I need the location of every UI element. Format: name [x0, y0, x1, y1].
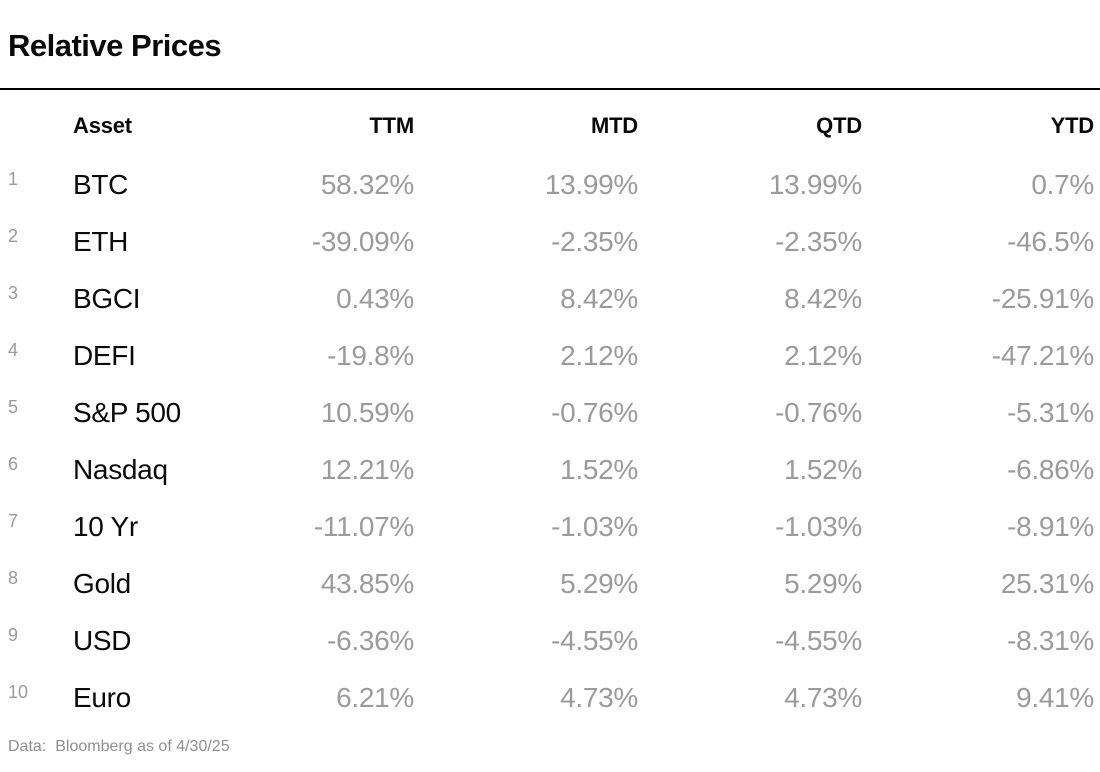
table-row: 4 DEFI -19.8% 2.12% 2.12% -47.21% — [0, 327, 1094, 384]
asset-name: BGCI — [73, 282, 141, 314]
qtd-value: -0.76% — [775, 396, 862, 428]
asset-name: 10 Yr — [73, 510, 138, 542]
relative-prices-table: Asset TTM MTD QTD YTD 1 BTC 58.32% 13.99… — [0, 90, 1100, 726]
ytd-value: -8.91% — [1007, 510, 1094, 542]
table-row: 9 USD -6.36% -4.55% -4.55% -8.31% — [0, 612, 1094, 669]
ytd-value: 0.7% — [1031, 168, 1094, 200]
mtd-value: 8.42% — [560, 282, 638, 314]
ttm-value: 43.85% — [320, 567, 414, 599]
ttm-value: -39.09% — [311, 225, 415, 257]
mtd-value: 13.99% — [544, 168, 638, 200]
qtd-value: 4.73% — [784, 681, 862, 713]
ytd-value: -46.5% — [1007, 225, 1094, 257]
ttm-value: -11.07% — [313, 510, 414, 542]
ttm-value: 0.43% — [336, 282, 414, 314]
column-header-ytd: YTD — [1050, 113, 1095, 138]
ttm-value: 10.59% — [320, 396, 414, 428]
table-row: 6 Nasdaq 12.21% 1.52% 1.52% -6.86% — [0, 441, 1094, 498]
column-header-ttm: TTM — [369, 113, 414, 138]
table-row: 7 10 Yr -11.07% -1.03% -1.03% -8.91% — [0, 498, 1094, 555]
asset-name: ETH — [73, 225, 129, 257]
row-number: 3 — [8, 283, 19, 303]
ytd-value: 25.31% — [1000, 567, 1094, 599]
data-source-note: Data: Bloomberg as of 4/30/25 — [0, 738, 1100, 756]
row-number: 7 — [8, 511, 19, 531]
page-title: Relative Prices — [8, 28, 222, 63]
row-number: 6 — [8, 454, 19, 474]
page-header: Relative Prices — [0, 0, 1100, 90]
qtd-value: 5.29% — [784, 567, 862, 599]
data-source-text: Bloomberg as of 4/30/25 — [55, 738, 230, 755]
ttm-value: 12.21% — [320, 453, 414, 485]
row-number: 5 — [8, 397, 19, 417]
asset-name: Gold — [73, 567, 131, 599]
table-header-row: Asset TTM MTD QTD YTD — [0, 90, 1094, 156]
ytd-value: -5.31% — [1007, 396, 1094, 428]
qtd-value: 1.52% — [784, 453, 862, 485]
mtd-value: -0.76% — [551, 396, 638, 428]
ytd-value: -25.91% — [991, 282, 1095, 314]
ttm-value: -19.8% — [327, 339, 414, 371]
qtd-value: 2.12% — [784, 339, 862, 371]
table-row: 5 S&P 500 10.59% -0.76% -0.76% -5.31% — [0, 384, 1094, 441]
table-row: 3 BGCI 0.43% 8.42% 8.42% -25.91% — [0, 270, 1094, 327]
ytd-value: 9.41% — [1016, 681, 1094, 713]
asset-name: USD — [73, 624, 132, 656]
qtd-value: -2.35% — [775, 225, 862, 257]
table-row: 10 Euro 6.21% 4.73% 4.73% 9.41% — [0, 669, 1094, 726]
row-number: 1 — [8, 169, 19, 189]
mtd-value: 4.73% — [560, 681, 638, 713]
mtd-value: -1.03% — [551, 510, 638, 542]
row-number: 8 — [8, 568, 19, 588]
asset-name: BTC — [73, 168, 129, 200]
ytd-value: -8.31% — [1007, 624, 1094, 656]
table-row: 1 BTC 58.32% 13.99% 13.99% 0.7% — [0, 156, 1094, 213]
asset-name: S&P 500 — [73, 396, 181, 428]
qtd-value: 8.42% — [784, 282, 862, 314]
asset-name: Nasdaq — [73, 453, 168, 485]
column-header-qtd: QTD — [816, 113, 862, 138]
column-header-mtd: MTD — [590, 113, 638, 138]
ttm-value: 6.21% — [336, 681, 414, 713]
row-number: 4 — [8, 340, 19, 360]
ytd-value: -47.21% — [991, 339, 1095, 371]
row-number: 2 — [8, 226, 19, 246]
asset-name: DEFI — [73, 339, 136, 371]
column-header-asset: Asset — [73, 113, 132, 138]
ttm-value: 58.32% — [320, 168, 414, 200]
qtd-value: -1.03% — [775, 510, 862, 542]
mtd-value: -2.35% — [551, 225, 638, 257]
mtd-value: 5.29% — [560, 567, 638, 599]
table-row: 2 ETH -39.09% -2.35% -2.35% -46.5% — [0, 213, 1094, 270]
mtd-value: 1.52% — [560, 453, 638, 485]
qtd-value: -4.55% — [775, 624, 862, 656]
row-number: 10 — [8, 682, 29, 702]
ytd-value: -6.86% — [1007, 453, 1094, 485]
table-row: 8 Gold 43.85% 5.29% 5.29% 25.31% — [0, 555, 1094, 612]
mtd-value: -4.55% — [551, 624, 638, 656]
asset-name: Euro — [73, 681, 131, 713]
data-source-label: Data: — [8, 738, 47, 755]
qtd-value: 13.99% — [768, 168, 862, 200]
row-number: 9 — [8, 625, 19, 645]
ttm-value: -6.36% — [327, 624, 414, 656]
mtd-value: 2.12% — [560, 339, 638, 371]
